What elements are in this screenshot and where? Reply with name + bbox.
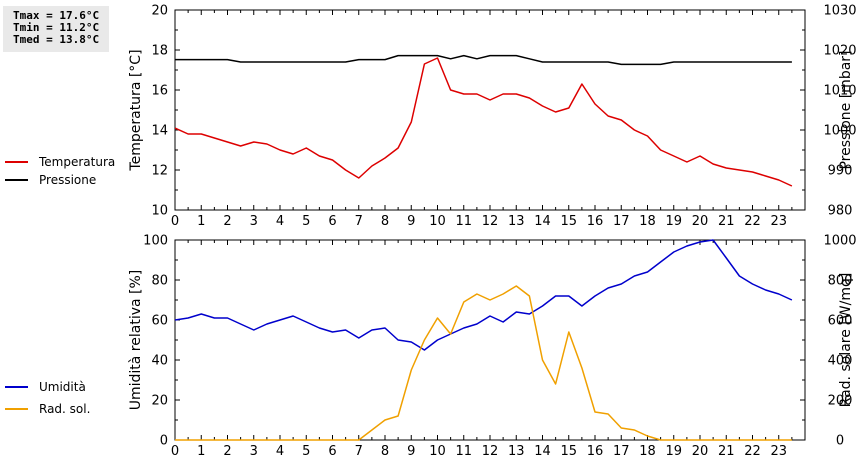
tmed-text: Tmed = 13.8°C [13,33,100,46]
left-y-tick-label: 0 [160,434,168,449]
x-tick-label: 1 [197,444,205,459]
x-tick-label: 18 [639,214,656,229]
x-tick-label: 10 [429,444,446,459]
x-tick-label: 0 [171,214,179,229]
x-tick-label: 13 [508,444,525,459]
x-tick-label: 19 [665,214,682,229]
x-tick-label: 20 [692,214,709,229]
tmax-text: Tmax = 17.6°C [13,9,100,22]
x-tick-label: 7 [355,214,363,229]
x-tick-label: 19 [665,444,682,459]
x-tick-label: 5 [302,214,310,229]
x-tick-label: 15 [560,444,577,459]
right-y-tick-label: 990 [828,164,853,179]
plot-frame [174,239,806,441]
right-y-tick-label: 200 [828,394,853,409]
legend-label: Pressione [39,173,96,187]
x-tick-label: 17 [613,214,630,229]
chart-panel-1: 0 1 2 3 4 5 6 7 8 9 10 11 12 13 14 15 16 17 18 19 20 21 22 2310… [5,4,857,229]
series-line-pressione [175,54,792,66]
left-y-tick-label: 10 [151,204,168,219]
plot-frame [174,9,806,211]
x-tick-label: 13 [508,214,525,229]
left-y-tick-label: 20 [151,4,168,19]
x-tick-label: 1 [197,214,205,229]
x-tick-label: 16 [587,444,604,459]
x-tick-label: 7 [355,444,363,459]
x-tick-label: 11 [455,444,472,459]
right-y-tick-label: 1030 [823,4,856,19]
x-tick-label: 2 [223,444,231,459]
right-y-tick-label: 600 [828,314,853,329]
left-y-tick-label: 14 [151,124,168,139]
x-tick-label: 10 [429,214,446,229]
left-y-tick-label: 100 [143,234,168,249]
left-y-tick-label: 40 [151,354,168,369]
x-tick-label: 2 [223,214,231,229]
x-tick-label: 4 [276,214,284,229]
x-tick-label: 23 [770,444,787,459]
left-axis-title: Temperatura [°C] [128,49,144,171]
x-tick-label: 22 [744,444,761,459]
x-tick-label: 16 [587,214,604,229]
left-y-tick-label: 20 [151,394,168,409]
x-tick-label: 12 [482,444,499,459]
x-tick-label: 11 [455,214,472,229]
series-line-umidit [175,239,793,351]
x-tick-label: 20 [692,444,709,459]
x-tick-label: 4 [276,444,284,459]
right-y-tick-label: 1000 [823,234,856,249]
x-tick-label: 5 [302,444,310,459]
right-axis-title: Pressione [mbar] [838,50,854,169]
x-tick-label: 9 [407,214,415,229]
right-y-tick-label: 400 [828,354,853,369]
x-tick-label: 8 [381,444,389,459]
x-tick-label: 3 [250,444,258,459]
x-tick-label: 17 [613,444,630,459]
legend-label: Rad. sol. [39,402,90,416]
x-tick-label: 6 [328,444,336,459]
chart-panel-2: 0 1 2 3 4 5 6 7 8 9 10 11 12 13 14 15 16 17 18 19 20 21 22 2302… [5,234,857,459]
series-line-rad-sol [175,285,792,441]
x-tick-label: 3 [250,214,258,229]
left-y-tick-label: 18 [151,44,168,59]
x-tick-label: 15 [560,214,577,229]
x-tick-label: 14 [534,214,551,229]
x-tick-label: 0 [171,444,179,459]
tmin-text: Tmin = 11.2°C [13,21,100,34]
x-tick-label: 6 [328,214,336,229]
left-axis-title: Umidità relativa [%] [128,270,144,411]
x-tick-label: 12 [482,214,499,229]
right-y-tick-label: 800 [828,274,853,289]
right-y-tick-label: 1000 [823,124,856,139]
left-y-tick-label: 12 [151,164,168,179]
x-tick-label: 21 [718,444,735,459]
right-y-tick-label: 1020 [823,44,856,59]
x-tick-label: 18 [639,444,656,459]
x-tick-label: 22 [744,214,761,229]
x-tick-label: 14 [534,444,551,459]
legend-label: Temperatura [38,155,115,169]
x-tick-label: 9 [407,444,415,459]
right-y-tick-label: 980 [828,204,853,219]
x-tick-label: 8 [381,214,389,229]
left-y-tick-label: 80 [151,274,168,289]
left-y-tick-label: 16 [151,84,168,99]
right-y-tick-label: 0 [836,434,844,449]
right-axis-title: Rad. solare [W/mq] [838,273,854,408]
stats-box: Tmax = 17.6°C Tmin = 11.2°C Tmed = 13.8°… [3,6,109,52]
right-y-tick-label: 1010 [823,84,856,99]
x-tick-label: 21 [718,214,735,229]
x-tick-label: 23 [770,214,787,229]
series-line-temperatura [175,57,793,187]
legend-label: Umidità [39,380,86,394]
left-y-tick-label: 60 [151,314,168,329]
